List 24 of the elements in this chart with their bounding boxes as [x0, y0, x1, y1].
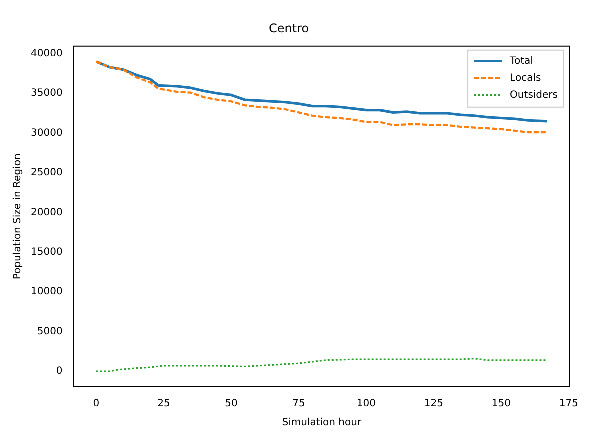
y-tick-label: 10000 — [31, 286, 63, 298]
x-tick-label: 100 — [356, 398, 376, 410]
legend-label: Total — [509, 56, 534, 67]
x-tick-label: 175 — [559, 398, 578, 410]
y-tick-label: 35000 — [31, 88, 63, 100]
x-tick-label: 125 — [424, 398, 444, 410]
x-tick-label: 75 — [292, 398, 306, 410]
y-tick-label: 20000 — [31, 207, 63, 218]
x-axis-title: Simulation hour — [282, 418, 362, 429]
x-tick-label: 0 — [93, 398, 100, 410]
chart-title: Centro — [268, 21, 310, 36]
y-tick-label: 0 — [56, 366, 63, 378]
x-tick-label: 150 — [492, 398, 511, 410]
y-tick-label: 25000 — [31, 168, 63, 179]
y-tick-label: 40000 — [31, 48, 63, 60]
line-series — [96, 358, 548, 372]
y-tick-label: 5000 — [37, 326, 63, 338]
legend-label: Outsiders — [510, 90, 558, 101]
y-axis-title: Population Size in Region — [12, 154, 24, 280]
x-tick-label: 25 — [158, 398, 170, 410]
y-tick-label: 30000 — [31, 128, 63, 139]
x-tick-label: 50 — [225, 398, 238, 410]
y-tick-label: 15000 — [31, 247, 63, 258]
legend-label: Locals — [510, 72, 542, 84]
